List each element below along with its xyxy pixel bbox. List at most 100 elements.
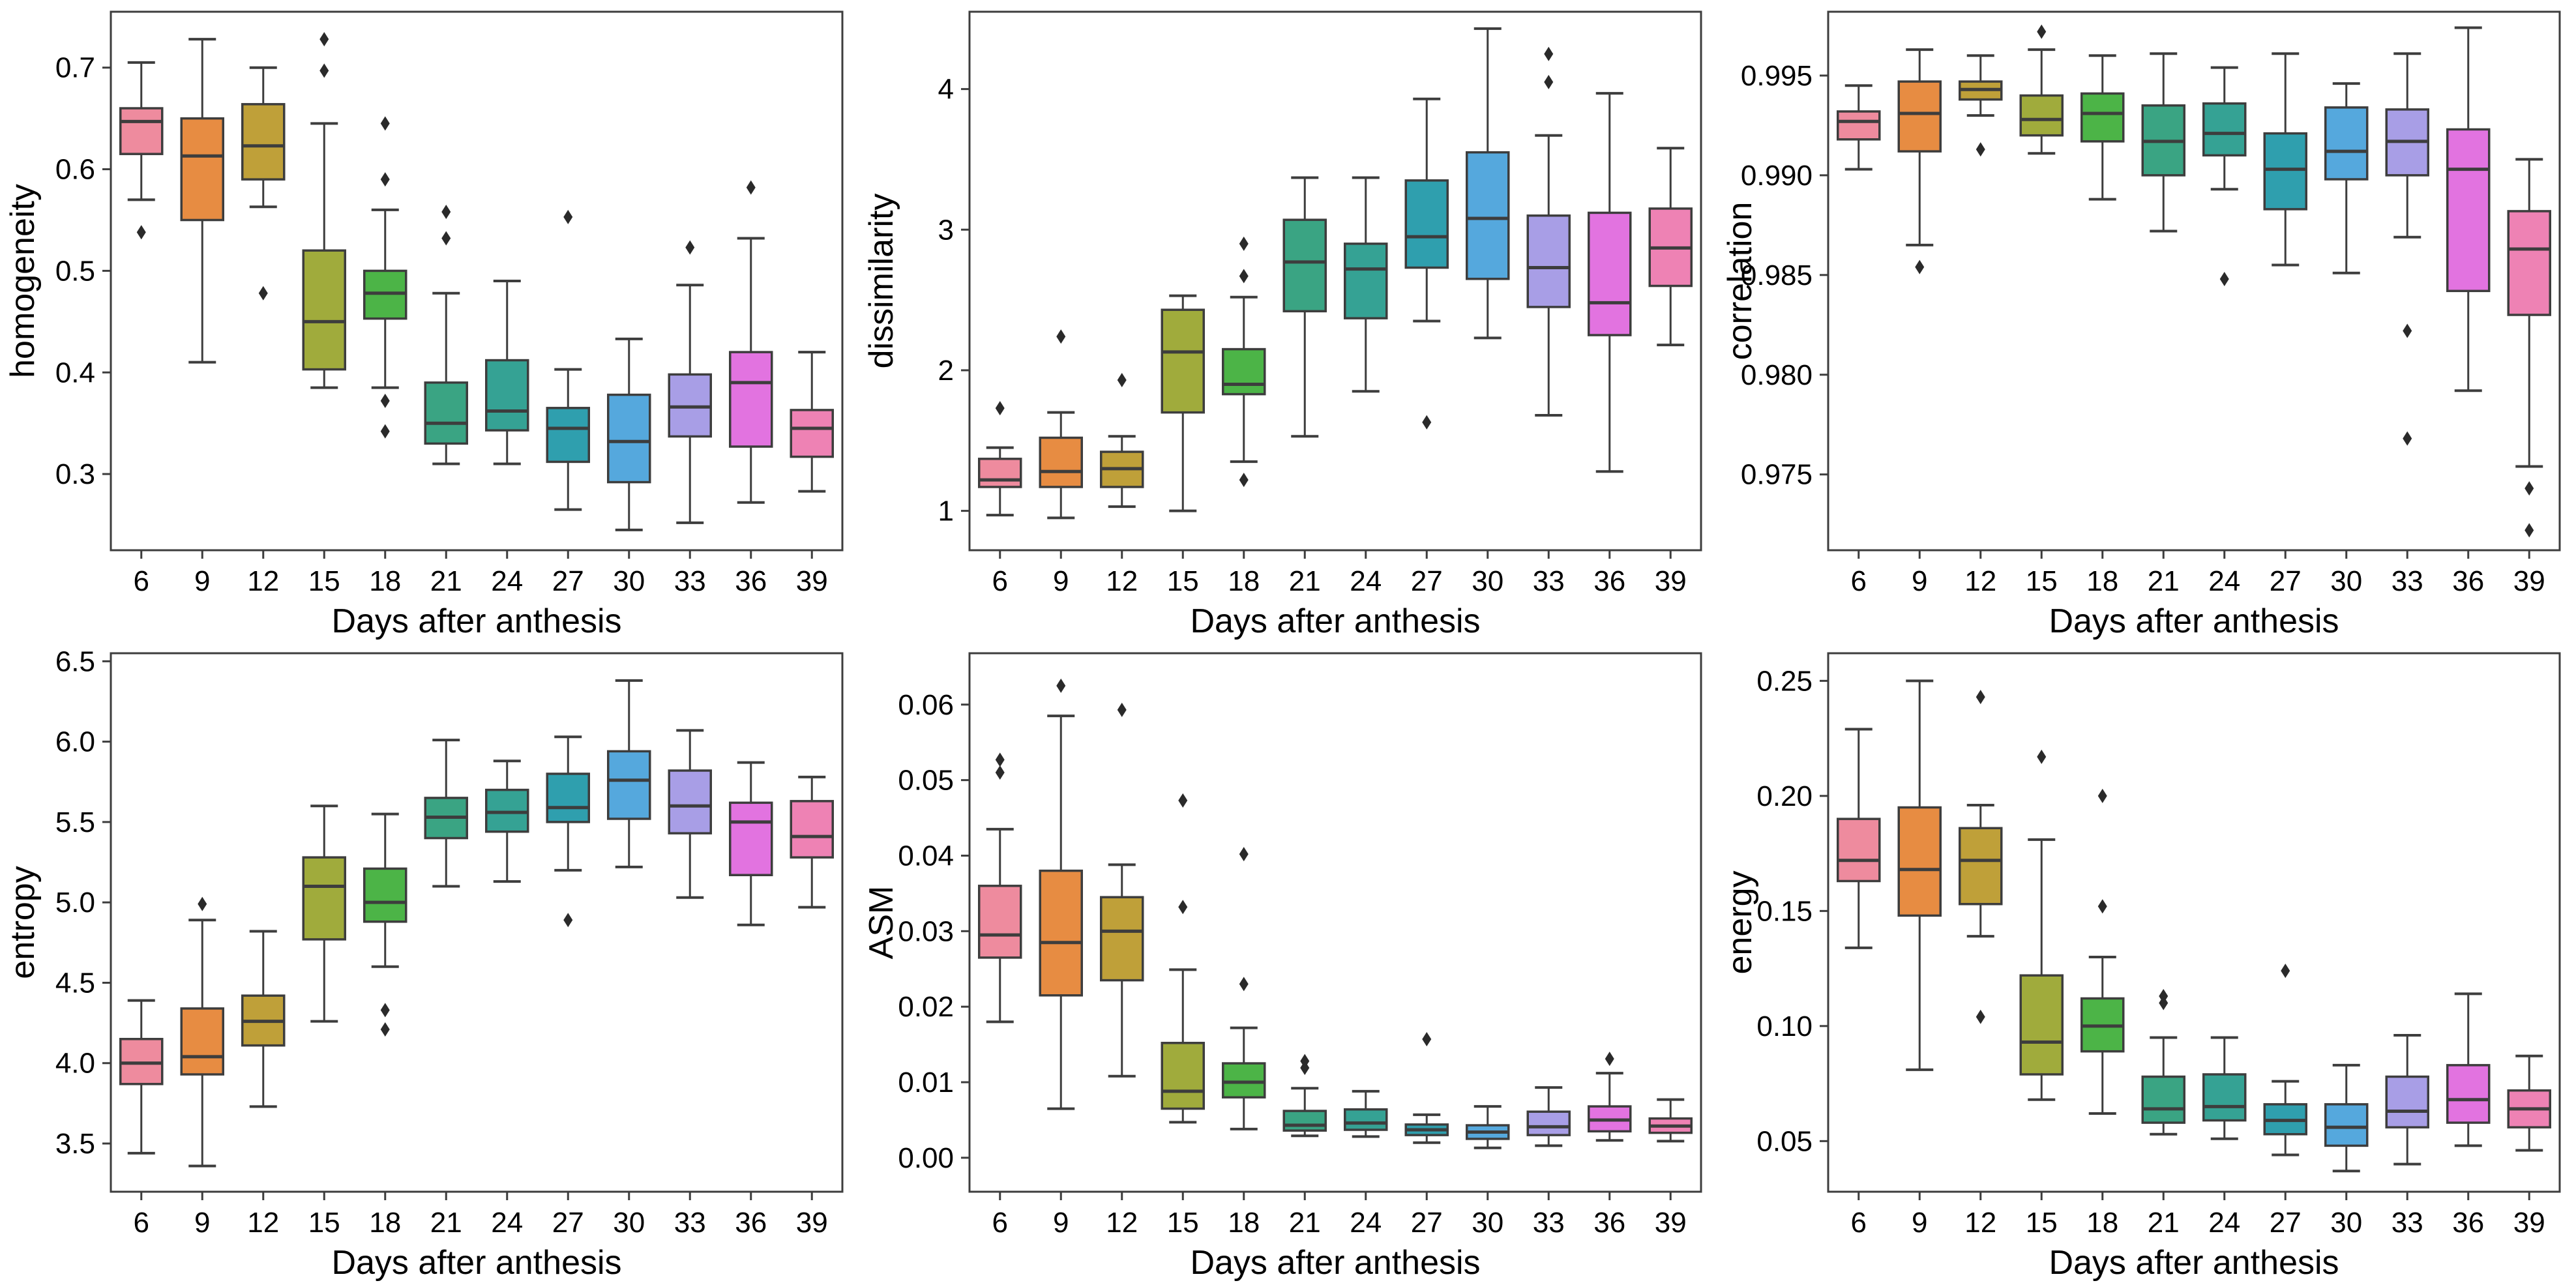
outlier-diamond (380, 1022, 390, 1037)
box-rect (1282, 218, 1327, 313)
outlier-diamond (1178, 793, 1188, 808)
y-tick-label: 0.05 (898, 765, 954, 797)
plot-frame (110, 10, 844, 552)
box-rect (424, 381, 468, 445)
y-tick-label: 5.5 (55, 806, 95, 838)
y-tick-label: 0.02 (898, 991, 954, 1023)
outlier-diamond (2037, 24, 2047, 39)
box-rect (302, 249, 346, 371)
outlier-diamond (1056, 678, 1066, 693)
box-rect (1039, 869, 1083, 997)
y-tick-label: 0.7 (55, 52, 95, 84)
y-tick-label: 0.985 (1741, 259, 1813, 291)
outlier-diamond (380, 393, 390, 408)
x-tick-label: 30 (1472, 565, 1503, 597)
box-rect (2385, 1075, 2429, 1128)
y-tick-label: 0.975 (1741, 459, 1813, 491)
x-tick-label: 33 (1533, 1207, 1565, 1239)
x-tick-label: 9 (1912, 1207, 1927, 1239)
y-tick-label: 0.03 (898, 915, 954, 947)
outlier-diamond (2403, 431, 2412, 446)
box-rect (2446, 128, 2491, 293)
outlier-diamond (2097, 788, 2107, 803)
x-tick-label: 27 (552, 1207, 584, 1239)
x-tick-label: 39 (1655, 565, 1687, 597)
box-rect (2019, 94, 2064, 137)
outlier-diamond (136, 225, 146, 240)
outlier-diamond (2281, 964, 2290, 979)
x-tick-label: 21 (2148, 1207, 2180, 1239)
outlier-diamond (1544, 74, 1554, 89)
plot-frame (1827, 652, 2561, 1193)
x-tick-label: 36 (2452, 565, 2484, 597)
outlier-diamond (380, 172, 390, 187)
y-axis-label: dissimilarity (863, 194, 900, 369)
box-rect (1897, 80, 1942, 153)
x-tick-label: 9 (1912, 565, 1927, 597)
x-tick-label: 30 (1472, 1207, 1503, 1239)
outlier-diamond (2524, 523, 2534, 538)
y-tick-label: 0.00 (898, 1142, 954, 1174)
y-tick-label: 0.6 (55, 154, 95, 186)
y-axis-label: ASM (863, 886, 900, 960)
y-tick-label: 0.10 (1756, 1010, 1813, 1042)
outlier-diamond (1976, 1009, 1985, 1024)
outlier-diamond (995, 401, 1005, 416)
y-tick-label: 0.3 (55, 458, 95, 490)
box-rect (546, 773, 590, 823)
box-rect (363, 867, 407, 923)
boxplot-svg-homogeneity: 0.3 0.4 0.5 0.6 0.7 6 9 12 15 18 21 24 27 30 33 36 39 Day… (4, 10, 844, 640)
box-rect (729, 351, 773, 448)
box-rect (1588, 211, 1632, 336)
outlier-diamond (441, 205, 451, 220)
y-tick-label: 6.5 (55, 645, 95, 677)
x-tick-label: 9 (1053, 1207, 1069, 1239)
outlier-diamond (1422, 1031, 1432, 1046)
x-tick-label: 33 (2391, 1207, 2423, 1239)
y-tick-label: 0.06 (898, 689, 954, 721)
y-tick-label: 2 (938, 355, 954, 387)
y-axis-label: homogeneity (4, 184, 42, 378)
outlier-diamond (995, 765, 1005, 780)
x-tick-label: 15 (2026, 1207, 2058, 1239)
outlier-diamond (563, 913, 573, 928)
x-tick-label: 12 (247, 565, 279, 597)
box-rect (1039, 436, 1083, 488)
outlier-diamond (1544, 46, 1554, 61)
box-rect (2446, 1064, 2491, 1124)
x-tick-label: 6 (134, 1207, 149, 1239)
box-rect (978, 458, 1022, 488)
x-tick-label: 27 (2270, 1207, 2302, 1239)
x-tick-label: 36 (1593, 565, 1625, 597)
outlier-diamond (2159, 995, 2169, 1010)
x-tick-label: 15 (308, 1207, 340, 1239)
x-tick-label: 24 (1350, 565, 1382, 597)
x-tick-label: 27 (552, 565, 584, 597)
y-tick-label: 4 (938, 74, 954, 106)
outlier-diamond (1056, 329, 1066, 344)
outlier-diamond (995, 752, 1005, 767)
y-tick-label: 6.0 (55, 726, 95, 758)
boxplot-svg-energy: 0.05 0.10 0.15 0.20 0.25 6 9 12 15 18 21 24 27 30 33 36… (1721, 652, 2561, 1282)
x-tick-label: 36 (735, 565, 767, 597)
box-rect (1344, 243, 1388, 319)
outlier-diamond (198, 896, 207, 911)
x-tick-label: 12 (1106, 1207, 1138, 1239)
plot-frame (968, 652, 1702, 1193)
x-axis-label: Days after anthesis (331, 602, 621, 640)
x-tick-label: 33 (1533, 565, 1565, 597)
y-tick-label: 3 (938, 214, 954, 246)
y-tick-label: 3.5 (55, 1128, 95, 1160)
box-rect (1526, 1110, 1571, 1136)
box-rect (790, 800, 834, 859)
outlier-diamond (1117, 373, 1127, 388)
y-tick-label: 5.0 (55, 887, 95, 919)
box-rect (1897, 806, 1942, 917)
x-tick-label: 30 (613, 1207, 645, 1239)
outlier-diamond (2403, 323, 2412, 338)
box-rect (1344, 1108, 1388, 1131)
y-tick-label: 0.04 (898, 840, 954, 872)
x-tick-label: 27 (1411, 565, 1443, 597)
